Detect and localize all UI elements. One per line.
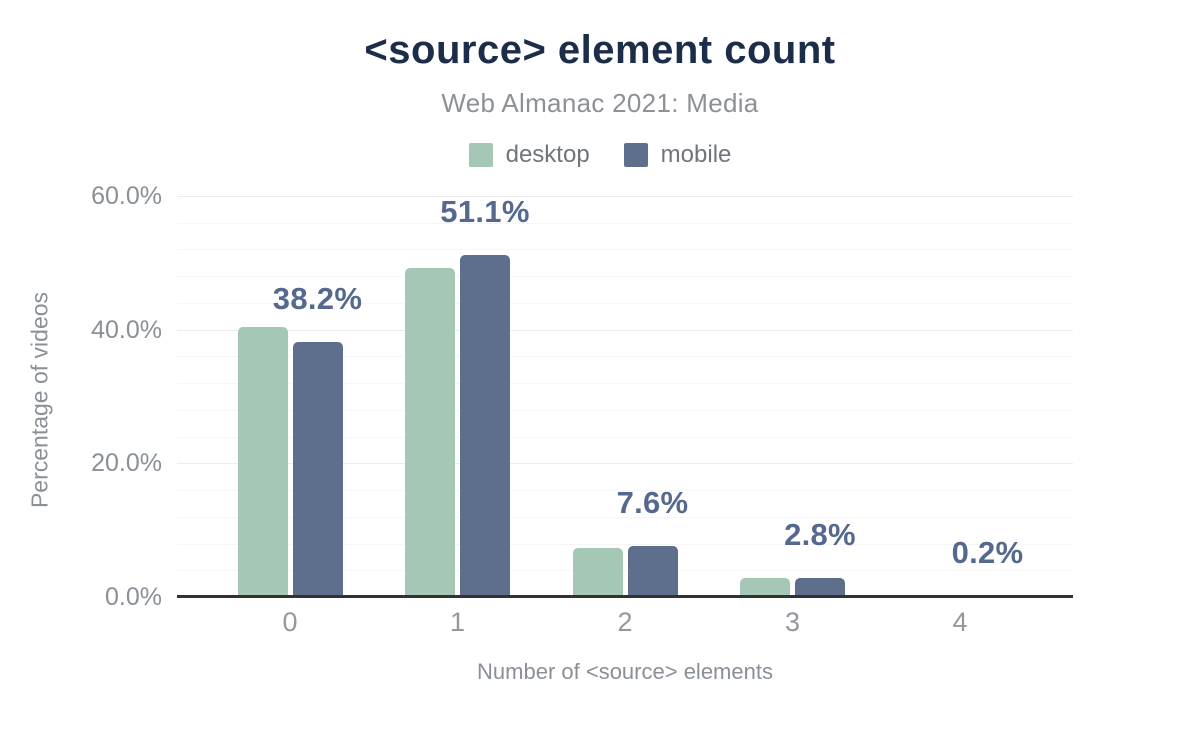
minor-gridline-32 [177,383,1073,385]
minor-gridline-52 [177,249,1073,251]
major-gridline-60 [177,196,1073,197]
bar-desktop-2 [572,548,623,597]
legend-label-mobile: mobile [660,141,732,168]
bar-desktop-1 [405,268,455,597]
data-label-2: 7.6% [616,485,689,521]
legend-item-mobile: mobile [623,141,732,169]
x-axis-line [177,595,1073,598]
bar-mobile-0 [292,341,343,597]
data-label-1: 51.1% [440,194,530,230]
bar-desktop-3 [740,578,790,597]
bar-desktop-0 [237,326,288,597]
x-axis-title: Number of <source> elements [477,659,773,684]
x-tick-label-3: 3 [784,607,801,637]
legend: desktop mobile [0,141,1200,169]
mobile-color-swatch [623,143,648,167]
minor-gridline-4 [177,570,1073,572]
minor-gridline-56 [177,222,1073,224]
x-tick-label-1: 1 [449,607,466,637]
x-tick-label-0: 0 [282,607,298,637]
bar-mobile-3 [795,578,845,597]
minor-gridline-36 [177,356,1073,358]
x-tick-label-2: 2 [617,607,633,637]
y-tick-label-60: 60.0% [91,182,162,210]
x-tick-label-4: 4 [952,607,968,637]
minor-gridline-28 [177,409,1073,411]
data-label-4: 0.2% [951,534,1024,570]
data-label-3: 2.8% [784,517,856,553]
legend-item-desktop: desktop [468,141,590,169]
y-tick-label-0: 0.0% [105,583,162,611]
bar-mobile-2 [627,546,678,597]
minor-gridline-44 [177,302,1073,304]
chart-title: <source> element count [364,28,836,72]
minor-gridline-8 [177,543,1073,545]
data-label-0: 38.2% [272,280,363,316]
minor-gridline-12 [177,516,1073,518]
minor-gridline-24 [177,436,1073,438]
legend-label-desktop: desktop [505,141,590,168]
major-gridline-20 [177,463,1073,465]
minor-gridline-16 [177,490,1073,492]
bar-mobile-1 [460,255,510,597]
chart-subtitle: Web Almanac 2021: Media [441,88,759,118]
desktop-color-swatch [468,143,493,167]
minor-gridline-48 [177,276,1073,278]
y-tick-label-20: 20.0% [91,449,162,478]
y-tick-label-40: 40.0% [91,315,162,344]
major-gridline-40 [177,329,1073,331]
